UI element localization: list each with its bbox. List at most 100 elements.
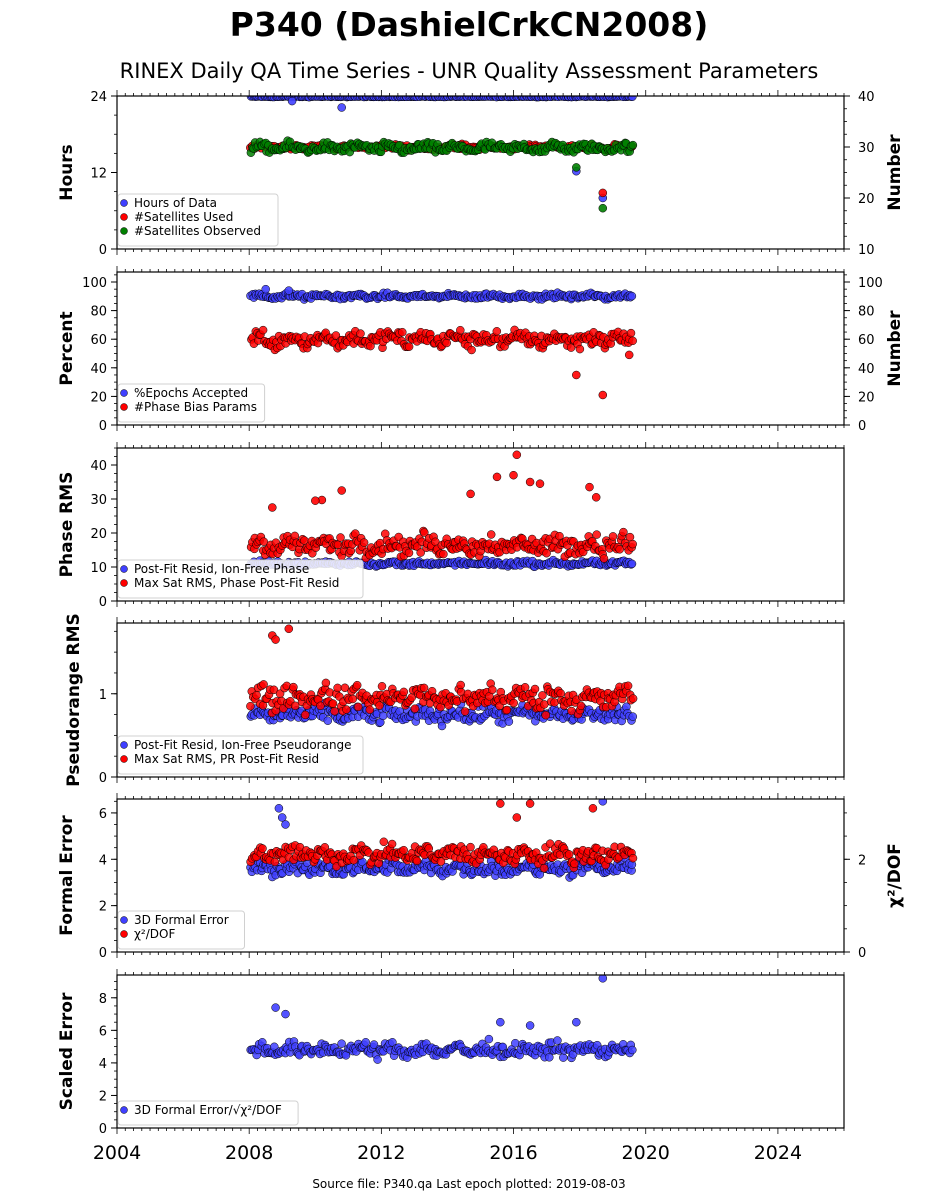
y2-tick-label: 10 — [858, 243, 875, 258]
data-point — [439, 549, 448, 559]
x-tick-label: 2004 — [93, 1142, 141, 1164]
data-point-outlier — [591, 493, 601, 502]
data-point — [398, 327, 407, 337]
y-tick-label: 40 — [90, 459, 107, 474]
y-tick-label: 80 — [90, 305, 107, 320]
y2-axis-label: Number — [885, 310, 905, 387]
y2-axis-label: Number — [885, 134, 905, 211]
panel-pseudorange-rms: 0 1 Pseudorange RMS Post-Fit Resid, Ion-Fre… — [64, 613, 845, 787]
legend: 3D Formal Error/√χ²/DOF — [117, 1100, 299, 1126]
data-point — [628, 1045, 637, 1055]
data-point — [488, 685, 497, 695]
data-point — [502, 705, 512, 715]
data-point — [545, 1053, 554, 1062]
data-point — [460, 707, 470, 716]
legend-box — [117, 735, 364, 775]
data-point — [269, 685, 279, 695]
data-point — [467, 345, 476, 355]
data-point — [348, 694, 357, 704]
y-tick-label: 12 — [90, 167, 107, 182]
data-point — [258, 844, 267, 853]
data-point — [575, 344, 585, 354]
y2-tick-label: 0 — [858, 946, 866, 961]
y-tick-label: 2 — [99, 900, 107, 915]
data-point-outlier — [585, 482, 594, 492]
x-tick-label: 2008 — [225, 1142, 273, 1164]
legend-marker — [120, 741, 128, 749]
y-axis-label: Formal Error — [57, 815, 77, 936]
data-point-outlier — [274, 804, 284, 813]
scatter-points — [246, 450, 637, 571]
data-point — [320, 843, 330, 852]
data-point-outlier — [337, 103, 346, 112]
data-point — [410, 704, 420, 713]
legend-box — [117, 910, 245, 950]
data-point — [599, 554, 609, 563]
data-point-outlier — [598, 390, 608, 400]
scatter-points — [246, 975, 637, 1064]
data-point — [258, 325, 268, 335]
data-point — [628, 539, 637, 549]
scatter-points — [246, 284, 637, 400]
panel-phase-rms: 0 10 20 30 40 Phase RMS Post-Fit Resid, Ion-Fr… — [57, 442, 845, 610]
data-point — [399, 687, 409, 697]
legend-box — [117, 1100, 299, 1126]
data-point — [379, 837, 389, 847]
y2-axis-label: χ²/DOF — [885, 843, 905, 908]
data-point-outlier — [598, 799, 608, 806]
data-point — [538, 691, 547, 700]
data-point — [628, 96, 637, 101]
y2-tick-label: 100 — [858, 276, 883, 291]
y-tick-label: 0 — [99, 1122, 107, 1137]
data-point — [626, 328, 636, 338]
y-tick-label: 10 — [90, 561, 107, 576]
data-point — [349, 855, 359, 865]
y-axis-label: Phase RMS — [57, 472, 77, 578]
y-tick-label: 4 — [99, 1057, 107, 1072]
data-point — [301, 710, 310, 720]
data-point — [321, 678, 331, 688]
data-point-outlier — [525, 1021, 535, 1030]
data-point — [290, 701, 300, 711]
data-point — [627, 559, 637, 569]
data-point-outlier — [624, 350, 634, 360]
y-tick-label: 0 — [99, 946, 107, 961]
data-point — [520, 683, 530, 692]
data-point-outlier — [588, 804, 598, 813]
legend-entry: #Satellites Used — [134, 210, 233, 224]
data-point — [359, 538, 369, 547]
data-point-outlier — [337, 486, 346, 495]
y-tick-label: 0 — [99, 771, 107, 786]
legend-marker — [120, 930, 128, 938]
data-point — [570, 859, 579, 869]
data-point-outlier — [287, 96, 297, 106]
source-footer: Source file: P340.qa Last epoch plotted:… — [312, 1177, 625, 1191]
legend-box — [117, 559, 364, 599]
legend-box — [117, 193, 279, 247]
y2-tick-label: 40 — [858, 90, 875, 105]
y2-tick-label: 0 — [858, 419, 866, 434]
data-point — [627, 291, 637, 301]
legend-marker — [120, 565, 128, 573]
data-point — [539, 863, 549, 873]
data-point — [399, 845, 408, 855]
legend-marker — [120, 403, 128, 411]
data-point-outlier — [496, 799, 505, 808]
data-point-outlier — [509, 470, 518, 480]
data-point — [356, 329, 365, 338]
data-point — [259, 680, 268, 689]
data-point — [316, 701, 325, 711]
data-point — [542, 548, 551, 558]
data-point — [270, 857, 280, 867]
data-point-outlier — [572, 1017, 581, 1027]
legend-entry: %Epochs Accepted — [134, 386, 248, 400]
y-tick-label: 60 — [90, 333, 107, 348]
data-point — [511, 1038, 520, 1048]
data-point-outlier — [525, 799, 535, 808]
data-point-outlier — [271, 1003, 280, 1012]
y-tick-label: 0 — [99, 243, 107, 258]
data-point — [404, 342, 414, 351]
data-point — [628, 853, 638, 863]
